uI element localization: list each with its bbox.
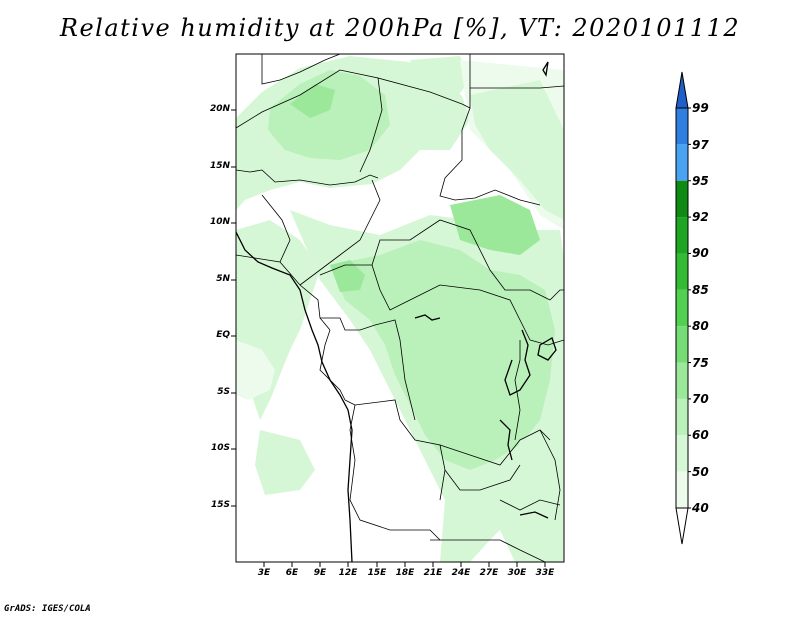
lon-label: 15E (367, 568, 387, 578)
lon-label: 18E (395, 568, 415, 578)
colorbar-segment (676, 362, 688, 399)
lon-label: 30E (507, 568, 527, 578)
colorbar-label: 80 (692, 319, 709, 333)
colorbar (675, 71, 691, 545)
plot-frame (235, 53, 565, 563)
rh-region-southeast (500, 430, 564, 562)
lon-label: 27E (479, 568, 499, 578)
colorbar-label: 60 (692, 428, 709, 442)
colorbar-label: 90 (692, 246, 709, 260)
rh-region-sahel-peak (290, 84, 335, 118)
lat-label: 10S (210, 443, 230, 453)
colorbar-label: 92 (692, 210, 709, 224)
rh-region-car-band (450, 195, 540, 255)
lat-label: EQ (216, 330, 230, 340)
colorbar-segment (676, 180, 688, 218)
colorbar-segment (676, 435, 688, 472)
map-title: Relative humidity at 200hPa [%], VT: 202… (59, 14, 741, 42)
lat-label: 15N (209, 161, 230, 171)
colorbar-label: 75 (692, 356, 709, 370)
colorbar-segment (676, 217, 688, 254)
rh-region-sahel-north (410, 56, 470, 100)
rh-region-offshore-south (255, 430, 315, 495)
lon-label: 33E (535, 568, 555, 578)
rh-region-sahel-core (268, 70, 390, 160)
lon-label: 12E (338, 568, 358, 578)
coastlines (236, 61, 557, 562)
country-borders (236, 54, 564, 562)
humidity-field (236, 56, 564, 562)
colorbar-label: 50 (692, 465, 709, 479)
rh-region-east-arc (470, 80, 564, 220)
colorbar-underflow-triangle (675, 507, 689, 545)
rh-region-congo-core (330, 240, 555, 470)
lat-label: 20N (209, 104, 230, 114)
colorbar-segment (676, 326, 688, 363)
lon-label: 3E (257, 568, 271, 578)
colorbar-segment (676, 398, 688, 436)
colorbar-segment (676, 253, 688, 290)
lon-label: 6E (285, 568, 299, 578)
rh-region-offshore-west (236, 340, 275, 400)
lon-label: 24E (451, 568, 471, 578)
colorbar-label: 97 (692, 138, 709, 152)
lon-label: 21E (423, 568, 443, 578)
lat-label: 15S (210, 500, 230, 510)
axis-ticks (231, 109, 546, 567)
rh-region-nigeria-patch (330, 260, 365, 292)
colorbar-label: 99 (692, 101, 709, 115)
lat-label: 10N (209, 217, 230, 227)
lat-label: 5N (216, 274, 230, 284)
colorbar-segment (676, 108, 688, 145)
colorbar-label: 70 (692, 392, 709, 406)
colorbar-label: 95 (692, 174, 709, 188)
colorbar-overflow-triangle (675, 71, 689, 109)
colorbar-segment (676, 471, 688, 508)
colorbar-label: 85 (692, 283, 709, 297)
colorbar-segment (676, 144, 688, 181)
credit-text: GrADS: IGES/COLA (4, 604, 91, 614)
lat-label: 5S (217, 387, 230, 397)
lon-label: 9E (313, 568, 327, 578)
colorbar-label: 40 (692, 501, 709, 515)
colorbar-segment (676, 289, 688, 327)
